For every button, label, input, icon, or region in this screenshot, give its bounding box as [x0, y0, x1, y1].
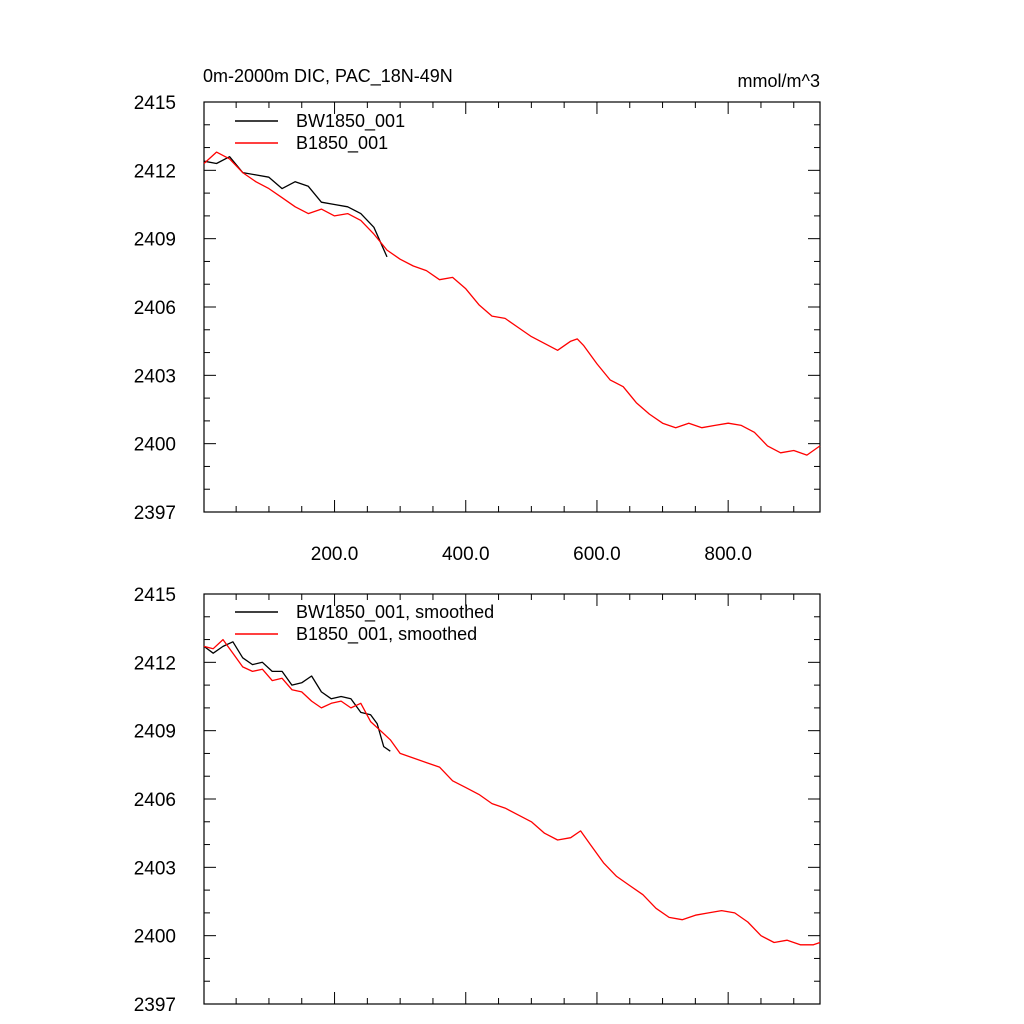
top-panel-units: mmol/m^3 — [738, 71, 820, 91]
top-plot-frame — [203, 101, 821, 513]
bottom-series-b1850-001-smoothed — [203, 638, 821, 946]
top-y-tick-label: 2412 — [134, 161, 176, 182]
bottom-legend: BW1850_001, smoothed B1850_001, smoothed — [235, 602, 494, 645]
top-axis-ticks — [204, 101, 820, 513]
top-x-tick-label: 400.0 — [442, 544, 490, 565]
top-x-tick-label: 200.0 — [311, 544, 359, 565]
top-x-tick-label: 600.0 — [573, 544, 621, 565]
top-y-tick-label: 2397 — [134, 503, 176, 524]
bottom-axis-ticks — [204, 593, 820, 1005]
bottom-y-tick-label: 2415 — [134, 585, 176, 606]
top-y-tick-label: 2406 — [134, 298, 176, 319]
top-y-tick-labels: 2397 2400 2403 2406 2409 2412 2415 — [134, 93, 176, 524]
top-panel-title: 0m-2000m DIC, PAC_18N-49N — [203, 66, 453, 87]
top-legend-label-bw1850: BW1850_001 — [296, 111, 405, 132]
top-panel: 0m-2000m DIC, PAC_18N-49N mmol/m^3 23972… — [134, 66, 821, 565]
bottom-y-tick-label: 2397 — [134, 995, 176, 1016]
top-y-tick-label: 2400 — [134, 435, 176, 456]
bottom-legend-label-b1850: B1850_001, smoothed — [296, 624, 477, 645]
top-legend-label-b1850: B1850_001 — [296, 133, 388, 154]
bottom-y-tick-label: 2409 — [134, 722, 176, 743]
bottom-y-tick-label: 2403 — [134, 858, 176, 879]
top-x-tick-labels: 200.0 400.0 600.0 800.0 — [311, 544, 752, 565]
top-series-bw1850-001 — [203, 156, 388, 258]
bottom-series-bw1850-001-smoothed — [203, 641, 391, 752]
top-series-group — [203, 151, 821, 456]
bottom-legend-label-bw1850: BW1850_001, smoothed — [296, 602, 494, 623]
top-series-b1850-001 — [203, 151, 821, 456]
top-x-tick-label: 800.0 — [704, 544, 752, 565]
top-y-tick-label: 2403 — [134, 366, 176, 387]
bottom-plot-frame — [203, 593, 821, 1005]
top-y-tick-label: 2415 — [134, 93, 176, 114]
top-legend: BW1850_001 B1850_001 — [235, 111, 405, 154]
bottom-y-tick-label: 2406 — [134, 790, 176, 811]
bottom-panel: 2397 2400 2403 2406 2409 2412 2415 BW1850_001,… — [134, 585, 821, 1016]
bottom-y-tick-label: 2412 — [134, 653, 176, 674]
top-y-tick-label: 2409 — [134, 230, 176, 251]
bottom-y-tick-labels: 2397 2400 2403 2406 2409 2412 2415 — [134, 585, 176, 1016]
bottom-y-tick-label: 2400 — [134, 927, 176, 948]
bottom-series-group — [203, 638, 821, 946]
